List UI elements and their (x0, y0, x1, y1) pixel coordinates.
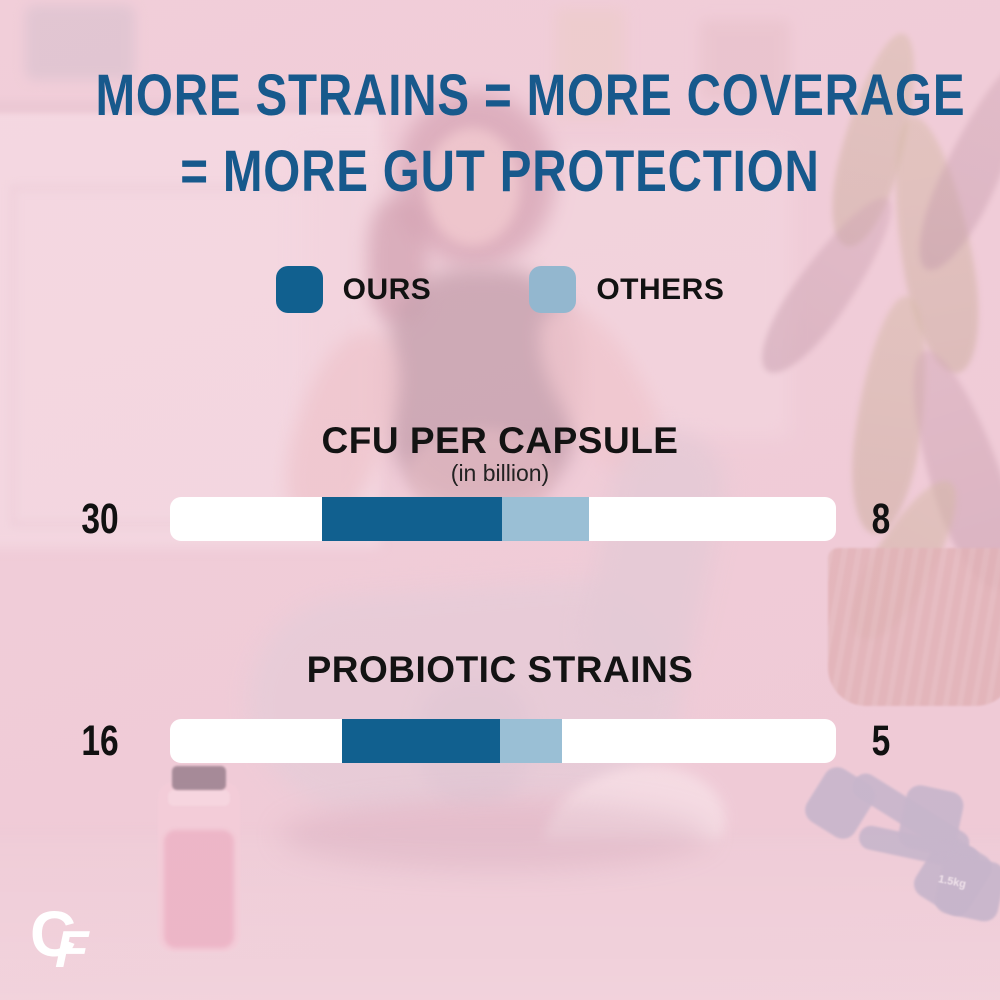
strains-ours-bar (342, 719, 500, 763)
floor-shadow (280, 800, 710, 870)
smoothie-bottle-neck (168, 790, 230, 806)
background-cabinet-top-edge (0, 100, 400, 113)
legend: OURS OTHERS (0, 266, 1000, 313)
strains-others-value: 5 (871, 717, 891, 765)
strains-bar-track (170, 719, 836, 763)
background-shelf-basket (25, 5, 135, 80)
strains-ours-value: 16 (81, 717, 119, 765)
smoothie-liquid (164, 830, 234, 948)
strains-others-bar (500, 719, 562, 763)
page-title: MORE STRAINS = MORE COVERAGE = MORE GUT … (0, 58, 1000, 210)
others-legend-label: OTHERS (596, 272, 725, 306)
legend-item-ours: OURS (275, 266, 432, 313)
title-line-2: = MORE GUT PROTECTION (180, 139, 820, 204)
cfu-section-subheading: (in billion) (450, 460, 550, 486)
logo-letter-c: C (30, 898, 77, 970)
background-shelf-item (700, 20, 790, 100)
background-shelf-jar (555, 8, 625, 118)
cfu-bar-track (170, 497, 836, 541)
ours-color-swatch (275, 266, 323, 313)
cfu-others-bar (502, 497, 589, 541)
cfu-section-heading: CFU PER CAPSULE (321, 420, 679, 461)
smoothie-bottle-cap (172, 766, 226, 790)
title-line-1: MORE STRAINS = MORE COVERAGE (95, 63, 966, 128)
cf-brand-logo: C F (30, 902, 120, 982)
ours-legend-label: OURS (342, 272, 432, 306)
legend-item-others: OTHERS (529, 266, 724, 313)
wicker-plant-pot (828, 548, 1000, 706)
cfu-ours-value: 30 (81, 495, 119, 543)
others-color-swatch (529, 266, 577, 313)
cfu-ours-bar (322, 497, 502, 541)
woman-face (425, 128, 520, 246)
strains-section-heading: PROBIOTIC STRAINS (306, 649, 694, 690)
cfu-others-value: 8 (871, 495, 891, 543)
